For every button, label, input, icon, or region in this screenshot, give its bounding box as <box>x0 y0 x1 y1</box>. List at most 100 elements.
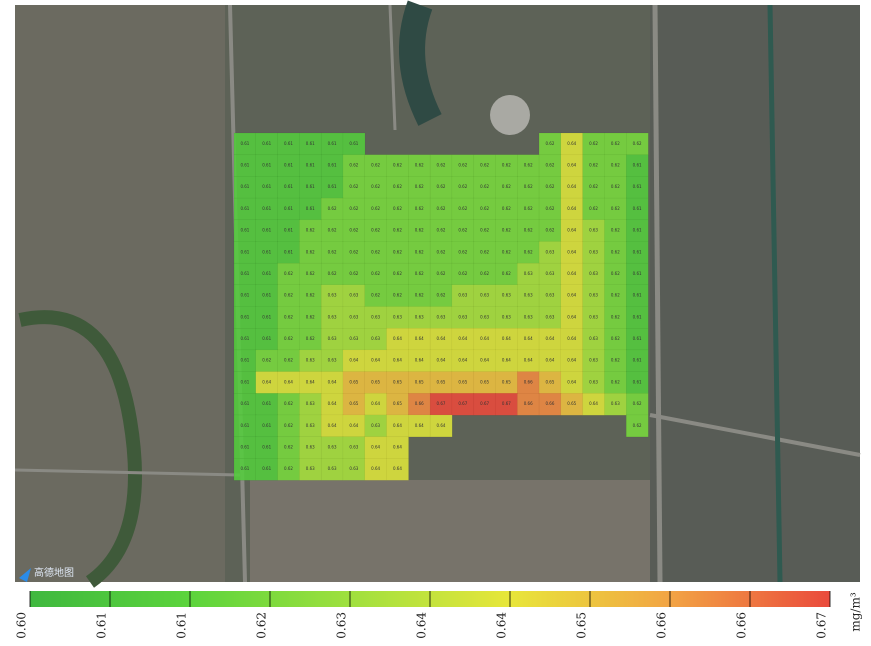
cell-label: 0.61 <box>262 206 271 211</box>
cell-label: 0.64 <box>502 336 511 341</box>
cell-label: 0.63 <box>480 314 489 319</box>
cell-label: 0.63 <box>589 228 598 233</box>
cell-label: 0.65 <box>458 379 467 384</box>
cell-label: 0.62 <box>458 271 467 276</box>
cell-label: 0.62 <box>502 228 511 233</box>
cell-label: 0.61 <box>262 141 271 146</box>
cell-label: 0.61 <box>306 163 315 168</box>
cell-label: 0.64 <box>371 444 380 449</box>
cell-label: 0.66 <box>415 401 424 406</box>
cell-label: 0.63 <box>545 249 554 254</box>
cell-label: 0.63 <box>589 379 598 384</box>
cell-label: 0.62 <box>633 423 642 428</box>
cell-label: 0.63 <box>349 336 358 341</box>
cell-label: 0.62 <box>393 228 402 233</box>
cell-label: 0.62 <box>284 423 293 428</box>
cell-label: 0.64 <box>567 163 576 168</box>
cell-label: 0.63 <box>589 293 598 298</box>
colorbar-tick-label: 0.61 <box>175 612 189 639</box>
cell-label: 0.62 <box>371 293 380 298</box>
cell-label: 0.61 <box>633 379 642 384</box>
cell-label: 0.63 <box>589 249 598 254</box>
cell-label: 0.62 <box>524 163 533 168</box>
cell-label: 0.64 <box>437 336 446 341</box>
cell-label: 0.64 <box>480 336 489 341</box>
cell-label: 0.62 <box>284 401 293 406</box>
cell-label: 0.63 <box>328 444 337 449</box>
cell-label: 0.64 <box>349 358 358 363</box>
cell-label: 0.67 <box>502 401 511 406</box>
cell-label: 0.63 <box>502 314 511 319</box>
cell-label: 0.63 <box>349 293 358 298</box>
cell-label: 0.62 <box>611 141 620 146</box>
cell-label: 0.63 <box>306 466 315 471</box>
cell-label: 0.61 <box>262 163 271 168</box>
cell-label: 0.64 <box>328 423 337 428</box>
cell-label: 0.62 <box>437 271 446 276</box>
cell-label: 0.64 <box>567 358 576 363</box>
cell-label: 0.67 <box>458 401 467 406</box>
cell-label: 0.61 <box>240 401 249 406</box>
cell-label: 0.63 <box>306 358 315 363</box>
cell-label: 0.61 <box>262 249 271 254</box>
cell-label: 0.64 <box>545 336 554 341</box>
cell-label: 0.66 <box>524 379 533 384</box>
colorbar-tick-label: 0.62 <box>255 612 269 639</box>
cell-label: 0.64 <box>567 141 576 146</box>
cell-label: 0.63 <box>415 314 424 319</box>
cell-label: 0.61 <box>306 184 315 189</box>
cell-label: 0.62 <box>284 336 293 341</box>
cell-label: 0.61 <box>328 184 337 189</box>
cell-label: 0.63 <box>524 314 533 319</box>
cell-label: 0.62 <box>328 271 337 276</box>
cell-label: 0.62 <box>545 206 554 211</box>
cell-label: 0.64 <box>567 314 576 319</box>
cell-label: 0.61 <box>284 163 293 168</box>
cell-label: 0.62 <box>524 249 533 254</box>
cell-label: 0.62 <box>415 206 424 211</box>
cell-label: 0.64 <box>437 358 446 363</box>
cell-label: 0.61 <box>262 271 271 276</box>
cell-label: 0.63 <box>589 336 598 341</box>
cell-label: 0.62 <box>306 293 315 298</box>
cell-label: 0.62 <box>480 249 489 254</box>
cell-label: 0.62 <box>284 314 293 319</box>
cell-label: 0.61 <box>349 141 358 146</box>
cell-label: 0.63 <box>306 444 315 449</box>
map-logo: 高德地图 <box>19 566 74 582</box>
cell-label: 0.62 <box>393 163 402 168</box>
cell-label: 0.62 <box>349 184 358 189</box>
cell-label: 0.62 <box>480 184 489 189</box>
cell-label: 0.63 <box>328 293 337 298</box>
cell-label: 0.64 <box>589 401 598 406</box>
cell-label: 0.62 <box>415 293 424 298</box>
cell-label: 0.62 <box>502 271 511 276</box>
cell-label: 0.61 <box>262 423 271 428</box>
cell-label: 0.64 <box>567 271 576 276</box>
cell-label: 0.64 <box>545 358 554 363</box>
logo-text: 高德地图 <box>34 566 74 579</box>
cell-label: 0.62 <box>284 444 293 449</box>
heat-cell <box>429 414 453 438</box>
cell-label: 0.62 <box>502 184 511 189</box>
cell-label: 0.61 <box>262 228 271 233</box>
cell-label: 0.62 <box>611 358 620 363</box>
colorbar: 0.60 0.61 0.61 0.62 0.63 0.64 0.64 0.65 0.66 0.66… <box>15 591 831 639</box>
cell-label: 0.63 <box>306 423 315 428</box>
cell-label: 0.62 <box>284 358 293 363</box>
cell-label: 0.62 <box>611 163 620 168</box>
cell-label: 0.63 <box>524 271 533 276</box>
cell-label: 0.61 <box>240 228 249 233</box>
cell-label: 0.62 <box>415 163 424 168</box>
cell-label: 0.62 <box>284 293 293 298</box>
cell-label: 0.62 <box>306 249 315 254</box>
cell-label: 0.64 <box>371 358 380 363</box>
cell-label: 0.62 <box>393 249 402 254</box>
cell-label: 0.65 <box>502 379 511 384</box>
cell-label: 0.62 <box>611 228 620 233</box>
cell-label: 0.64 <box>524 336 533 341</box>
colorbar-tick-label: 0.67 <box>815 612 829 639</box>
cell-label: 0.63 <box>349 314 358 319</box>
cell-label: 0.64 <box>262 379 271 384</box>
cell-label: 0.65 <box>371 379 380 384</box>
